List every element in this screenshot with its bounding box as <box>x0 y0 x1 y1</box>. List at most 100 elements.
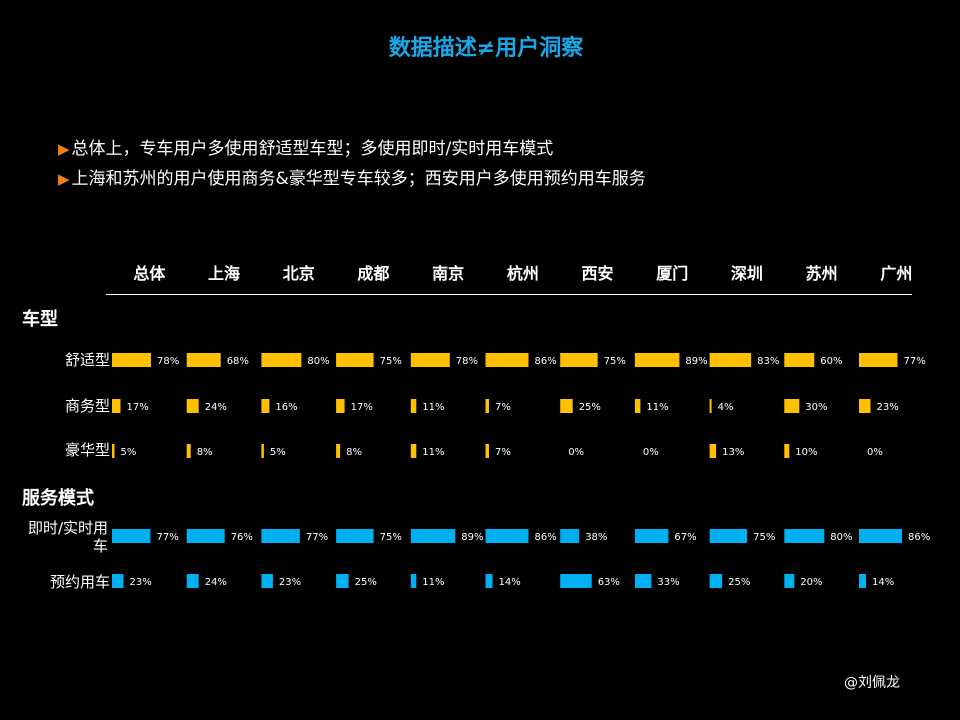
bar-0-0-0 <box>112 353 151 367</box>
bar-0-2-0 <box>112 444 115 458</box>
data-label-0-0-1: 68% <box>227 356 249 367</box>
data-label-0-2-8: 13% <box>722 447 744 458</box>
bar-0-2-1 <box>186 444 191 458</box>
data-label-1-1-3: 25% <box>355 577 377 588</box>
bar-0-2-5 <box>485 444 489 458</box>
bar-1-1-10 <box>859 574 866 588</box>
bullet-item: ▶ 上海和苏州的用户使用商务&豪华型专车较多；西安用户多使用预约用车服务 <box>58 166 646 196</box>
bar-0-2-2 <box>261 444 264 458</box>
data-label-0-2-0: 5% <box>121 447 137 458</box>
row-label-reserve: 预约用车 <box>49 573 110 591</box>
city-header-6: 西安 <box>581 264 614 283</box>
bar-1-1-9 <box>784 574 795 588</box>
data-label-0-1-7: 11% <box>646 402 668 413</box>
data-label-1-1-9: 20% <box>800 577 822 588</box>
header-divider <box>106 294 912 295</box>
data-label-0-1-2: 16% <box>275 402 297 413</box>
data-label-1-1-7: 33% <box>657 577 679 588</box>
city-header-2: 北京 <box>282 264 315 283</box>
data-label-1-1-5: 14% <box>499 577 521 588</box>
bar-0-1-4 <box>410 399 417 413</box>
bar-0-2-3 <box>336 444 341 458</box>
data-label-1-1-4: 11% <box>422 577 444 588</box>
bar-1-0-6 <box>560 529 580 543</box>
bar-1-0-3 <box>336 529 374 543</box>
bar-1-0-2 <box>261 529 300 543</box>
bar-1-0-0 <box>112 529 151 543</box>
city-header-7: 厦门 <box>656 264 689 283</box>
city-header-3: 成都 <box>357 264 390 283</box>
bar-0-0-8 <box>709 353 752 367</box>
data-label-1-0-8: 75% <box>753 532 775 543</box>
bar-0-1-0 <box>112 399 121 413</box>
city-header-8: 深圳 <box>730 264 763 283</box>
row-label-luxury: 豪华型 <box>64 441 110 459</box>
data-label-1-1-0: 23% <box>130 577 152 588</box>
bar-0-2-4 <box>410 444 417 458</box>
data-label-0-2-10: 0% <box>867 447 883 458</box>
bar-0-1-2 <box>261 399 270 413</box>
data-label-0-2-2: 5% <box>270 447 286 458</box>
bar-0-1-1 <box>186 399 199 413</box>
data-label-1-0-9: 80% <box>830 532 852 543</box>
bullet-item: ▶ 总体上，专车用户多使用舒适型车型；多使用即时/实时用车模式 <box>58 136 646 166</box>
bullet-text: 上海和苏州的用户使用商务&豪华型专车较多；西安用户多使用预约用车服务 <box>71 169 646 189</box>
section-label-service-mode: 服务模式 <box>22 488 94 509</box>
data-label-1-1-10: 14% <box>872 577 894 588</box>
data-label-0-1-6: 25% <box>579 402 601 413</box>
data-label-0-1-8: 4% <box>718 402 734 413</box>
data-label-0-1-4: 11% <box>422 402 444 413</box>
bar-0-0-1 <box>186 353 221 367</box>
bar-0-0-10 <box>859 353 898 367</box>
bar-1-0-5 <box>485 529 529 543</box>
author-watermark: @刘佩龙 <box>844 675 900 691</box>
data-label-1-0-6: 38% <box>585 532 607 543</box>
city-header-1: 上海 <box>208 264 241 283</box>
bar-0-2-8 <box>709 444 717 458</box>
data-label-0-0-7: 89% <box>685 356 707 367</box>
bar-0-1-7 <box>634 399 641 413</box>
bar-0-1-5 <box>485 399 489 413</box>
data-label-0-0-2: 80% <box>307 356 329 367</box>
data-label-0-2-3: 8% <box>346 447 362 458</box>
data-label-1-0-10: 86% <box>908 532 930 543</box>
bar-0-0-9 <box>784 353 815 367</box>
bar-1-0-4 <box>410 529 456 543</box>
section-label-car-type: 车型 <box>22 309 58 330</box>
data-label-0-1-10: 23% <box>877 402 899 413</box>
bullet-text: 总体上，专车用户多使用舒适型车型；多使用即时/实时用车模式 <box>71 139 554 159</box>
bar-1-1-4 <box>410 574 417 588</box>
bar-1-1-8 <box>709 574 723 588</box>
data-label-1-0-5: 86% <box>535 532 557 543</box>
bar-1-0-10 <box>859 529 902 543</box>
data-label-0-0-4: 78% <box>456 356 478 367</box>
triangle-right-icon: ▶ <box>58 170 70 188</box>
city-header-4: 南京 <box>432 264 465 283</box>
data-label-0-0-3: 75% <box>380 356 402 367</box>
row-label-instant: 即时/实时用车 <box>27 519 108 555</box>
bar-0-0-2 <box>261 353 302 367</box>
bar-1-1-2 <box>261 574 273 588</box>
data-label-0-0-5: 86% <box>535 356 557 367</box>
data-label-0-2-9: 10% <box>795 447 817 458</box>
bar-0-1-8 <box>709 399 712 413</box>
data-label-1-1-6: 63% <box>598 577 620 588</box>
bar-0-1-9 <box>784 399 800 413</box>
triangle-right-icon: ▶ <box>58 140 70 158</box>
city-header-0: 总体 <box>133 264 166 283</box>
bar-1-1-7 <box>634 574 652 588</box>
data-label-0-2-7: 0% <box>643 447 659 458</box>
data-label-0-2-6: 0% <box>568 447 584 458</box>
bar-1-1-6 <box>560 574 592 588</box>
bar-0-0-5 <box>485 353 529 367</box>
bar-0-0-7 <box>634 353 680 367</box>
data-label-1-0-4: 89% <box>461 532 483 543</box>
data-label-1-0-0: 77% <box>157 532 179 543</box>
bar-1-0-7 <box>634 529 669 543</box>
data-label-0-2-5: 7% <box>495 447 511 458</box>
data-label-0-0-6: 75% <box>604 356 626 367</box>
bar-0-1-3 <box>336 399 345 413</box>
data-label-1-1-1: 24% <box>205 577 227 588</box>
data-label-0-1-9: 30% <box>805 402 827 413</box>
